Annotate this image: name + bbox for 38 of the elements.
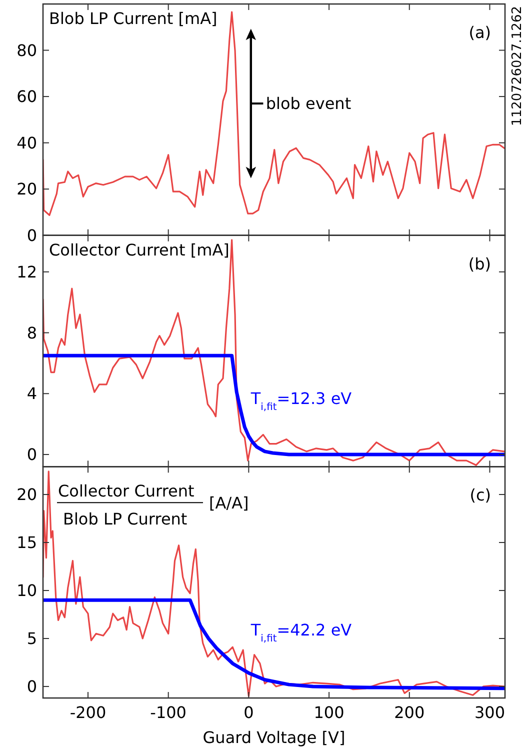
y-tick-label: 0 (26, 226, 37, 245)
y-tick-label: 0 (26, 677, 37, 696)
line-series (43, 354, 505, 456)
line-series (43, 239, 505, 466)
x-tick-label: -100 (150, 703, 186, 722)
y-tick-label: 60 (16, 87, 37, 106)
x-tick-label: 100 (314, 703, 344, 722)
y-tick-label: 8 (26, 323, 37, 342)
line-series (43, 470, 505, 697)
y-tick-label: 15 (16, 533, 37, 552)
text: Blob LP Current (63, 510, 188, 529)
y-tick-label: 0 (26, 445, 37, 464)
x-tick-label: -200 (70, 703, 106, 722)
annotation: T$_{i,fit}$=12.3 eV (250, 389, 352, 413)
y-tick-label: 5 (26, 629, 37, 648)
chart-title: Blob LP Current [mA] (49, 9, 218, 28)
text: Collector Current (58, 482, 194, 501)
x-tick-label: 300 (474, 703, 506, 722)
y-tick-label: 40 (16, 133, 37, 152)
y-tick-label: 10 (16, 581, 37, 600)
y-axis-title: [A/A] (209, 494, 249, 513)
x-axis-title: Guard Voltage [V] (202, 728, 346, 747)
line-series (43, 11, 505, 216)
chart-title: Collector Current [mA] (49, 240, 230, 260)
y-tick-label: 20 (16, 485, 37, 504)
x-tick-label: 0 (244, 703, 254, 722)
y-tick-label: 80 (16, 40, 37, 60)
x-tick-label: 200 (394, 703, 425, 722)
annotation: T$_{i,fit}$=42.2 eV (250, 620, 352, 644)
annotation: (a) (468, 23, 491, 42)
text: 1120726027.1262 (510, 6, 525, 126)
line-series (43, 598, 505, 690)
y-tick-label: 12 (16, 262, 37, 282)
annotation: (c) (470, 486, 491, 505)
y-tick-label: 4 (26, 384, 37, 404)
y-tick-label: 20 (16, 180, 37, 199)
annotation: (b) (468, 254, 491, 274)
annotation: blob event (266, 94, 352, 114)
